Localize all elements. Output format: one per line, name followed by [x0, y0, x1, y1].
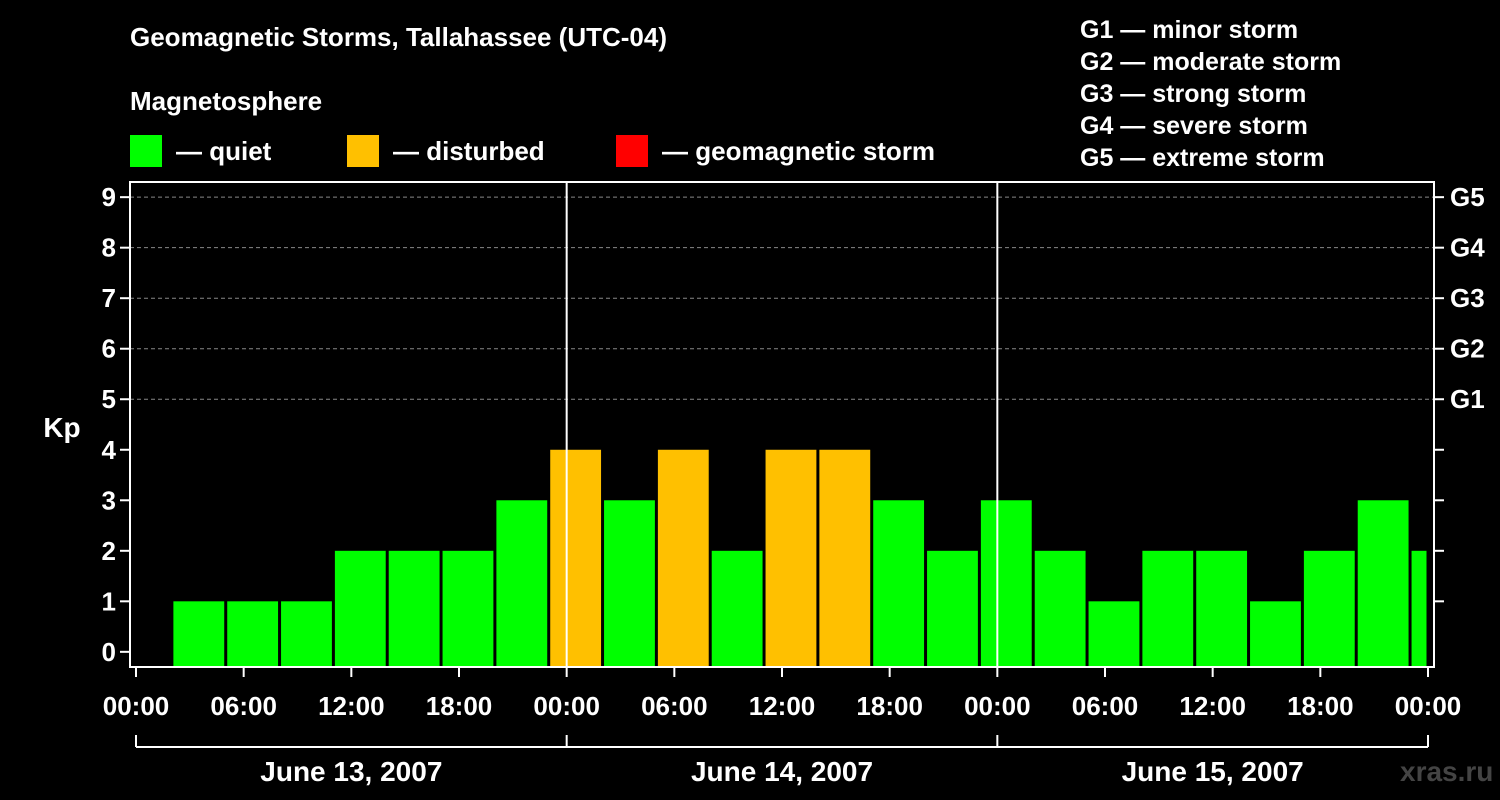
g-scale-label: G3	[1450, 283, 1485, 313]
g-scale-label: G5	[1450, 182, 1485, 212]
y-tick-label: 3	[102, 485, 116, 515]
legend-swatch-disturbed	[347, 135, 379, 167]
g-scale-item-g2: G2 — moderate storm	[1080, 48, 1342, 76]
day-dividers	[565, 182, 999, 667]
kp-bar	[980, 500, 1032, 667]
x-tick-label: 06:00	[1072, 691, 1139, 721]
kp-bar	[1357, 500, 1409, 667]
kp-bar	[281, 601, 332, 667]
grid-lines	[130, 196, 1434, 400]
y-tick-label: 8	[102, 233, 116, 263]
day-label: June 13, 2007	[260, 756, 442, 787]
g-scale-item-g5: G5 — extreme storm	[1080, 144, 1325, 172]
x-tick-label: 00:00	[533, 691, 600, 721]
kp-bar	[1088, 601, 1140, 667]
kp-bar	[819, 449, 871, 667]
legend-label-storm: — geomagnetic storm	[662, 135, 936, 166]
kp-bar	[227, 601, 279, 667]
kp-bar	[334, 550, 386, 667]
g-scale-item-g4: G4 — severe storm	[1080, 112, 1308, 140]
g-scale-label: G1	[1450, 384, 1485, 414]
x-tick-label: 18:00	[1287, 691, 1354, 721]
y-tick-label: 7	[102, 283, 116, 313]
kp-bar	[442, 550, 494, 667]
kp-bar	[657, 449, 709, 667]
y-axis: 0 1 2 3 4 5 6 7 8 9	[102, 182, 130, 667]
y-tick-label: 2	[102, 536, 116, 566]
g-scale-legend: G1 — minor storm G2 — moderate storm G3 …	[1080, 14, 1341, 174]
x-tick-label: 00:00	[103, 691, 170, 721]
legend-item-disturbed: — disturbed	[347, 134, 545, 168]
day-label: June 15, 2007	[1122, 756, 1304, 787]
legend-swatch-storm	[616, 135, 648, 167]
x-tick-label: 06:00	[641, 691, 708, 721]
watermark: xras.ru	[1400, 756, 1494, 787]
bars	[173, 449, 1427, 667]
kp-bar	[496, 500, 548, 667]
chart-title: Geomagnetic Storms, Tallahassee (UTC-04)	[130, 22, 668, 52]
day-label: June 14, 2007	[691, 756, 873, 787]
kp-bar	[873, 500, 925, 667]
legend-label-disturbed: — disturbed	[393, 135, 545, 166]
x-tick-label: 00:00	[964, 691, 1031, 721]
y-tick-label: 0	[102, 637, 116, 667]
y-tick-label: 5	[102, 384, 116, 414]
x-tick-label: 18:00	[426, 691, 493, 721]
kp-bar	[1196, 550, 1248, 667]
y-axis-label: Kp	[43, 412, 80, 443]
y-tick-label: 4	[102, 435, 117, 465]
g-scale-axis: G1 G2 G3 G4 G5	[1434, 182, 1485, 603]
kp-bar	[1034, 550, 1086, 667]
kp-bar	[927, 550, 978, 667]
x-tick-label: 18:00	[856, 691, 923, 721]
x-tick-label: 12:00	[1179, 691, 1246, 721]
y-tick-label: 9	[102, 182, 116, 212]
legend-item-storm: — geomagnetic storm	[616, 134, 935, 168]
kp-bar	[388, 550, 440, 667]
kp-bar	[765, 449, 817, 667]
legend-label-quiet: — quiet	[176, 135, 272, 166]
kp-bar	[1142, 550, 1194, 667]
kp-bar	[1250, 601, 1301, 667]
y-tick-label: 1	[102, 586, 116, 616]
kp-bar	[711, 550, 763, 667]
g-scale-item-g1: G1 — minor storm	[1080, 16, 1299, 44]
kp-bar	[1411, 550, 1427, 667]
day-axis: June 13, 2007 June 14, 2007 June 15, 2007	[135, 735, 1429, 787]
x-axis: 00:00 06:00 12:00 18:00 00:00 06:00 12:00 18:00…	[103, 667, 1462, 721]
x-tick-label: 12:00	[749, 691, 816, 721]
g-scale-item-g3: G3 — strong storm	[1080, 80, 1307, 108]
g-scale-label: G2	[1450, 334, 1485, 364]
x-tick-label: 12:00	[318, 691, 385, 721]
kp-bar	[1303, 550, 1355, 667]
chart-subtitle: Magnetosphere	[130, 86, 323, 116]
kp-bar	[173, 601, 225, 667]
kp-bar	[550, 449, 602, 667]
x-tick-label: 06:00	[210, 691, 277, 721]
x-tick-label: 00:00	[1395, 691, 1462, 721]
legend-swatch-quiet	[130, 135, 162, 167]
kp-bar	[604, 500, 655, 667]
y-tick-label: 6	[102, 334, 116, 364]
g-scale-label: G4	[1450, 233, 1485, 263]
legend-item-quiet: — quiet	[130, 134, 271, 168]
